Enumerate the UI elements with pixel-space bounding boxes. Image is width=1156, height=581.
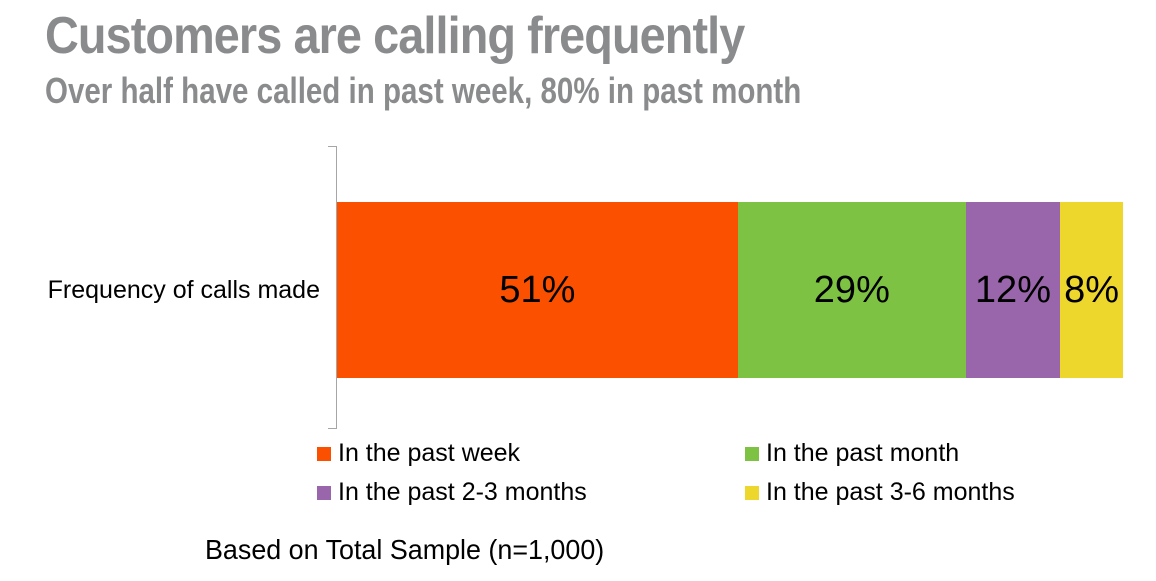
segment-value-label: 12% [974,268,1051,311]
segment-value-label: 51% [499,268,576,311]
legend-swatch-icon [317,446,331,461]
legend-label: In the past 2-3 months [338,478,587,506]
legend-swatch-icon [745,485,759,500]
chart-title: Customers are calling frequently [45,7,745,65]
legend-label: In the past month [766,439,960,467]
bar-segment-in-the-past-3-6-months: 8% [1060,202,1123,378]
category-label: Frequency of calls made [47,276,320,304]
segment-value-label: 29% [813,268,890,311]
legend-label: In the past week [338,439,521,467]
axis-bracket [328,146,337,429]
legend: In the past week In the past month In the … [317,437,1015,509]
bar-segment-in-the-past-2-3-months: 12% [965,202,1061,378]
legend-item-in-the-past-3-6-months: In the past 3-6 months [745,476,1015,509]
bar-segment-in-the-past-month: 29% [737,202,966,378]
legend-item-in-the-past-week: In the past week [317,437,745,470]
stacked-bar: 51% 29% 12% 8% [337,202,1123,378]
chart-subtitle: Over half have called in past week, 80% … [45,70,802,111]
segment-value-label: 8% [1064,268,1119,311]
bar-segment-in-the-past-week: 51% [337,202,738,378]
footnote: Based on Total Sample (n=1,000) [205,534,605,565]
legend-item-in-the-past-month: In the past month [745,437,1015,470]
legend-swatch-icon [317,485,331,500]
legend-label: In the past 3-6 months [766,478,1015,506]
legend-swatch-icon [745,446,759,461]
legend-item-in-the-past-2-3-months: In the past 2-3 months [317,476,745,509]
